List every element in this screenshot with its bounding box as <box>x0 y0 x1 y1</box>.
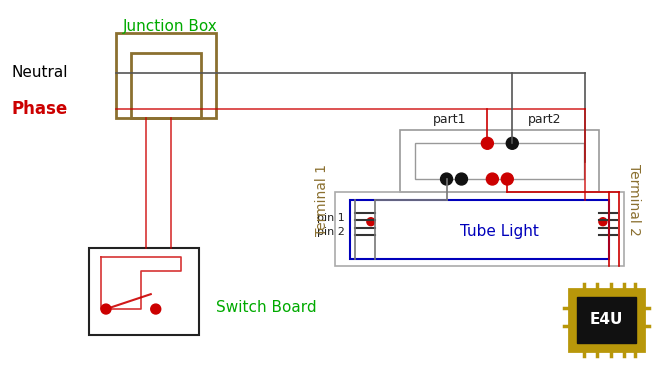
Circle shape <box>487 173 499 185</box>
Bar <box>577 297 636 343</box>
Bar <box>415 143 584 179</box>
Circle shape <box>599 218 607 226</box>
Text: Switch Board: Switch Board <box>216 300 316 315</box>
Circle shape <box>481 137 493 149</box>
Circle shape <box>501 173 513 185</box>
Circle shape <box>367 218 375 226</box>
Text: Tube Light: Tube Light <box>460 224 539 239</box>
Text: Neutral: Neutral <box>11 66 68 80</box>
Circle shape <box>506 137 518 149</box>
Circle shape <box>456 173 468 185</box>
Bar <box>131 53 200 117</box>
Text: Terminal 2: Terminal 2 <box>627 164 641 236</box>
Text: Terminal 1: Terminal 1 <box>315 164 329 236</box>
Text: E4U: E4U <box>590 312 623 328</box>
Text: pin 2: pin 2 <box>317 227 345 237</box>
Text: part1: part1 <box>433 113 466 127</box>
Bar <box>116 33 216 117</box>
Text: Phase: Phase <box>11 100 68 117</box>
Bar <box>350 200 609 259</box>
Bar <box>89 248 198 335</box>
Circle shape <box>101 304 111 314</box>
Circle shape <box>151 304 161 314</box>
Circle shape <box>441 173 452 185</box>
Text: part2: part2 <box>528 113 561 127</box>
Bar <box>335 192 624 266</box>
Text: pin 1: pin 1 <box>317 213 345 223</box>
Text: Junction Box: Junction Box <box>123 19 218 34</box>
Bar <box>569 289 644 351</box>
Bar <box>400 130 599 192</box>
